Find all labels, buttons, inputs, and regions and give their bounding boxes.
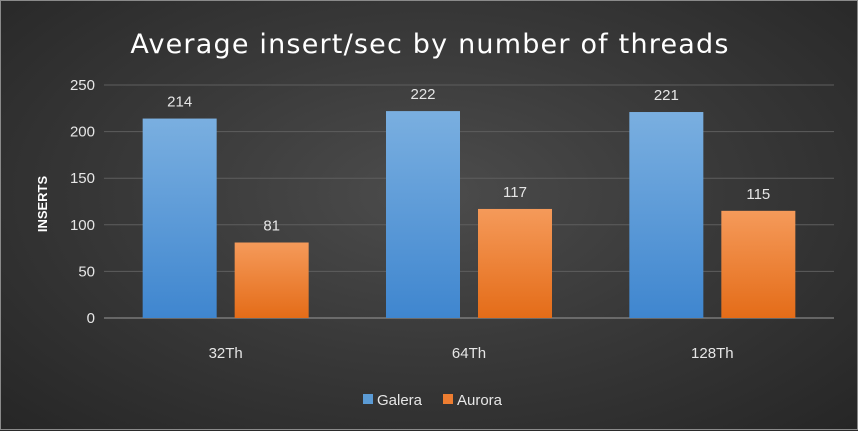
gridlines: 0 50 100 150 200 250 xyxy=(70,77,834,327)
y-tick-label: 100 xyxy=(70,217,95,234)
chart-title: Average insert/sec by number of threads xyxy=(130,29,729,60)
data-label: 117 xyxy=(503,184,527,201)
bar-galera xyxy=(386,111,460,318)
y-tick-label: 150 xyxy=(70,170,95,187)
y-tick-label: 250 xyxy=(70,77,95,94)
bar-galera xyxy=(142,118,217,318)
bars xyxy=(142,111,796,318)
legend-label: Aurora xyxy=(457,392,503,409)
bar-aurora xyxy=(478,208,552,318)
legend-swatch-aurora xyxy=(443,394,453,404)
data-label: 81 xyxy=(263,218,280,235)
x-tick-label: 64Th xyxy=(452,345,486,362)
y-axis-label: INSERTS xyxy=(35,176,50,233)
data-label: 115 xyxy=(746,186,770,203)
y-tick-label: 50 xyxy=(78,263,95,280)
data-label: 222 xyxy=(410,86,435,103)
data-label: 221 xyxy=(654,87,679,104)
data-label: 214 xyxy=(167,94,192,111)
x-tick-label: 128Th xyxy=(691,345,734,362)
y-tick-label: 200 xyxy=(70,124,95,141)
legend-label: Galera xyxy=(377,392,423,409)
bar-galera xyxy=(629,112,704,318)
x-tick-label: 32Th xyxy=(209,345,243,362)
bar-aurora xyxy=(721,210,796,318)
legend: Galera Aurora xyxy=(363,392,503,409)
legend-swatch-galera xyxy=(363,394,373,404)
y-tick-label: 0 xyxy=(87,310,95,327)
data-labels: 32Th 214 81 64Th 222 117 128Th 221 115 xyxy=(167,86,770,362)
bar-aurora xyxy=(234,242,309,318)
